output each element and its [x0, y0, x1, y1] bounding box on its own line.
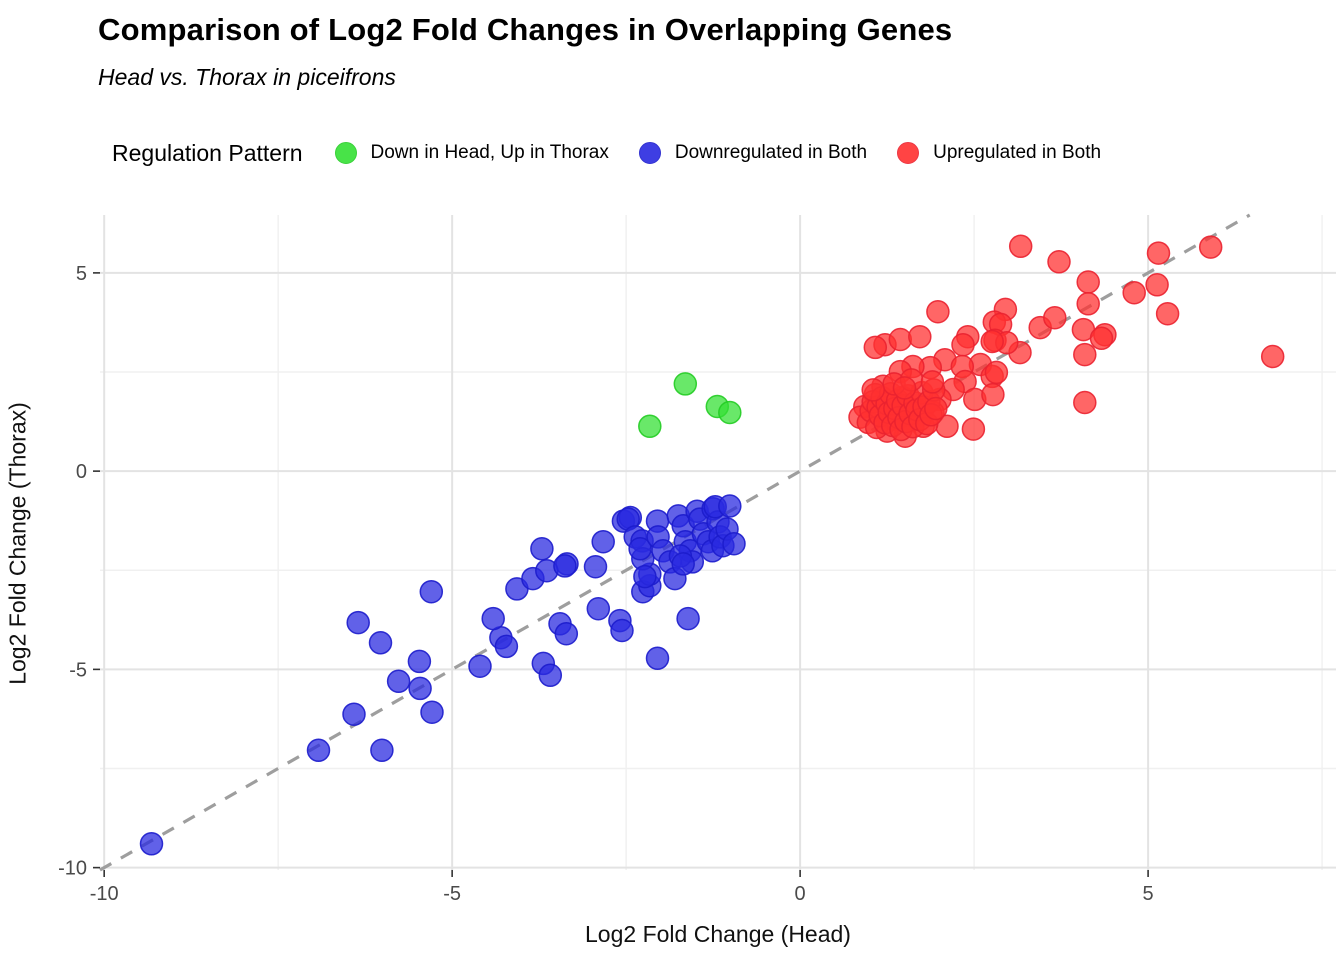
- y-tick-label: -5: [69, 659, 87, 681]
- chart-title: Comparison of Log2 Fold Changes in Overl…: [98, 12, 953, 47]
- data-point: [638, 414, 662, 439]
- data-point: [370, 738, 394, 763]
- legend: Regulation Pattern Down in Head, Up in T…: [112, 136, 1131, 170]
- data-point: [951, 332, 975, 357]
- data-point: [926, 299, 950, 324]
- data-point: [530, 537, 554, 561]
- data-point: [920, 370, 945, 394]
- y-axis-title: Log2 Fold Change (Thorax): [4, 402, 31, 685]
- data-point: [1076, 292, 1100, 316]
- x-tick-label: -10: [90, 883, 119, 905]
- data-point: [628, 537, 652, 561]
- x-tick-label: 5: [1143, 883, 1154, 905]
- data-point: [908, 324, 932, 349]
- data-point: [1073, 390, 1097, 415]
- data-point: [676, 606, 700, 631]
- data-point: [553, 554, 577, 578]
- data-point: [1155, 301, 1180, 326]
- legend-dot-blue-icon: [638, 142, 661, 164]
- data-point: [1145, 273, 1169, 297]
- data-point: [481, 606, 505, 631]
- data-point: [1198, 235, 1223, 259]
- legend-item-upregulated-both: Upregulated in Both: [897, 142, 1101, 164]
- y-tick-label: 0: [76, 461, 87, 483]
- data-point: [892, 376, 917, 400]
- data-point: [718, 400, 742, 425]
- data-point: [610, 618, 634, 643]
- x-tick-label: 0: [795, 883, 806, 905]
- data-point: [671, 552, 695, 576]
- data-point: [420, 700, 444, 724]
- data-point: [306, 738, 331, 763]
- data-point: [538, 663, 563, 688]
- data-point: [586, 596, 611, 621]
- legend-label: Downregulated in Both: [674, 142, 868, 163]
- data-point: [888, 327, 913, 352]
- legend-label: Down in Head, Up in Thorax: [370, 142, 609, 163]
- legend-dot-green-icon: [334, 142, 357, 164]
- identity-line: [99, 213, 1251, 872]
- x-axis-title: Log2 Fold Change (Head): [585, 921, 851, 947]
- data-point: [1260, 344, 1285, 369]
- data-point: [863, 335, 888, 360]
- data-point: [591, 529, 615, 554]
- data-point: [645, 646, 670, 671]
- data-point: [342, 702, 366, 726]
- data-point: [1076, 270, 1100, 294]
- data-point: [139, 832, 164, 856]
- data-point: [633, 564, 657, 589]
- data-point: [386, 669, 411, 694]
- data-point: [1122, 280, 1146, 305]
- data-point: [346, 610, 370, 635]
- data-point: [961, 417, 986, 441]
- data-point: [718, 494, 742, 518]
- legend-title: Regulation Pattern: [112, 139, 303, 166]
- legend-item-downregulated-both: Downregulated in Both: [638, 142, 868, 164]
- data-point: [1008, 234, 1033, 259]
- data-point: [673, 372, 698, 396]
- data-point: [984, 360, 1009, 385]
- data-point: [924, 396, 948, 421]
- data-point: [368, 631, 393, 655]
- data-point: [1043, 305, 1067, 330]
- data-point: [1047, 250, 1071, 274]
- data-point: [1073, 342, 1097, 367]
- y-tick-label: 5: [76, 263, 87, 285]
- data-point: [408, 676, 432, 701]
- data-point: [583, 554, 608, 579]
- legend-label: Upregulated in Both: [933, 142, 1102, 163]
- chart-subtitle: Head vs. Thorax in piceifrons: [98, 64, 396, 90]
- data-point: [494, 634, 519, 659]
- data-point: [468, 654, 492, 678]
- data-point: [1146, 241, 1171, 265]
- data-point: [419, 579, 444, 604]
- data-point: [980, 329, 1004, 354]
- y-tick-label: -10: [58, 858, 87, 880]
- legend-dot-red-icon: [897, 142, 920, 164]
- data-point: [1089, 326, 1114, 351]
- data-point: [407, 649, 432, 674]
- data-point: [554, 621, 579, 646]
- x-tick-label: -5: [443, 883, 461, 905]
- data-point: [722, 531, 746, 556]
- data-point: [981, 382, 1005, 407]
- data-point: [861, 378, 885, 402]
- legend-item-down-head-up-thorax: Down in Head, Up in Thorax: [334, 142, 609, 164]
